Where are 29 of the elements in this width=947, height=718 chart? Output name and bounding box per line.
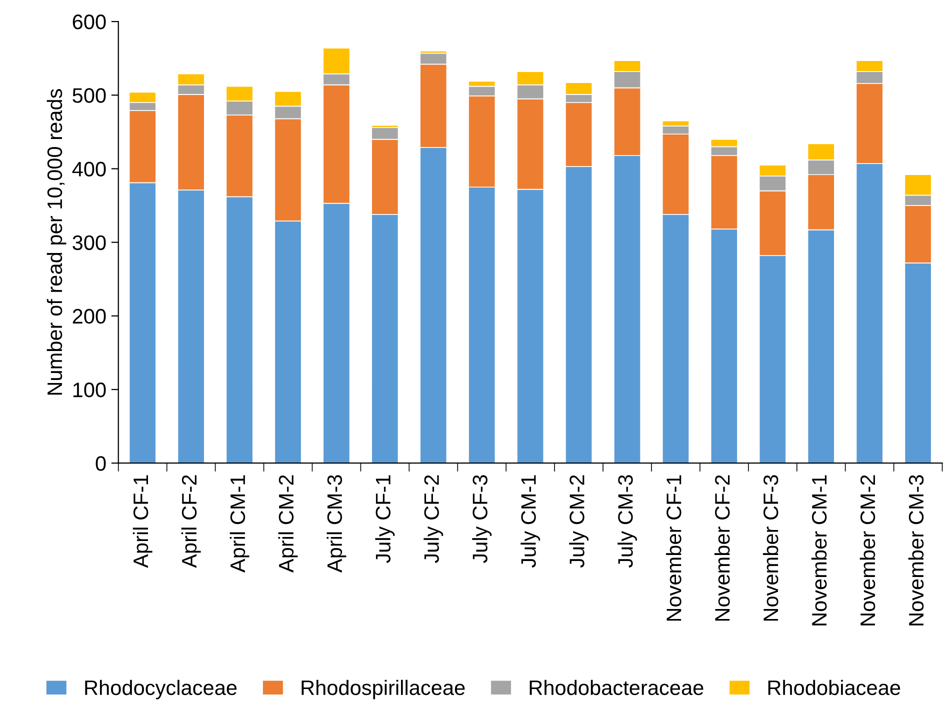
x-tick-label: April CM-3 [326, 475, 346, 573]
x-tick-label: July CM-3 [618, 475, 637, 568]
y-tick-label: 0 [96, 456, 106, 471]
x-tick-label: July CF-2 [424, 475, 444, 564]
y-tick-label: 500 [72, 88, 106, 103]
x-tick-label: July CM-2 [569, 475, 588, 568]
x-tick-label: November CM-3 [908, 475, 924, 626]
x-tick-label: April CM-2 [278, 475, 298, 573]
x-tick-label: July CF-1 [375, 475, 395, 564]
legend-label: Rhodobacteraceae [530, 680, 704, 696]
x-tick-label: July CF-3 [472, 475, 492, 564]
y-tick-label: 200 [72, 308, 106, 324]
legend-label: Rhodobiaceae [768, 680, 900, 696]
x-tick-label: November CF-3 [762, 475, 778, 621]
x-tick-label: April CM-1 [230, 475, 250, 573]
x-tick-label: November CM-2 [860, 475, 876, 626]
legend-label: Rhodospirillaceae [302, 680, 465, 700]
y-axis-title: Number of read per 10,000 reads [46, 89, 66, 395]
y-tick-label: 300 [72, 235, 106, 250]
y-tick-label: 400 [72, 162, 106, 176]
y-tick-label: 600 [72, 14, 106, 30]
x-tick-label: July CM-1 [520, 475, 540, 568]
y-tick-label: 100 [73, 382, 106, 398]
x-tick-label: April CF-1 [132, 475, 152, 568]
x-tick-label: November CM-1 [811, 475, 827, 626]
x-tick-label: November CF-2 [714, 475, 730, 621]
x-tick-label: April CF-2 [181, 475, 201, 568]
legend-label: Rhodocyclaceae [85, 680, 237, 700]
x-tick-label: November CF-1 [666, 475, 682, 621]
